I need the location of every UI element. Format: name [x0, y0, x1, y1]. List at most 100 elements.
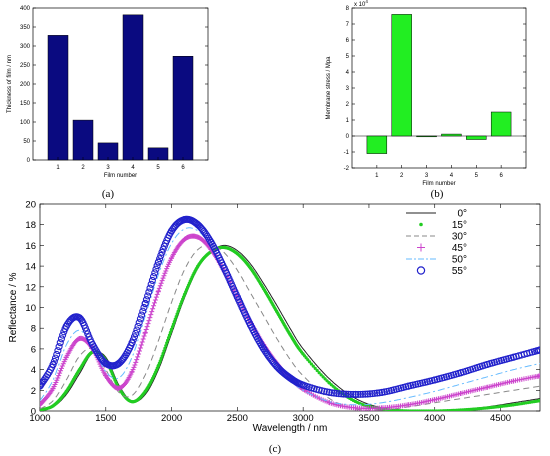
- point: [538, 399, 540, 403]
- y-tick-label: 0: [27, 158, 31, 164]
- point: [56, 339, 64, 347]
- point: [130, 333, 139, 341]
- x-axis-label: Film number: [422, 181, 455, 187]
- point: [135, 354, 141, 360]
- point: [328, 389, 336, 397]
- point: [136, 315, 144, 323]
- legend-label: 45°: [452, 243, 467, 254]
- y-tick-label: 4: [31, 365, 36, 376]
- bar: [122, 14, 144, 161]
- legend-label: 30°: [452, 232, 467, 243]
- point: [166, 336, 171, 340]
- point: [145, 288, 153, 296]
- point: [161, 273, 167, 279]
- point: [51, 354, 60, 362]
- y-tick-label: 10: [25, 303, 36, 314]
- y-axis-label: Membrane stress / Mpa: [326, 56, 332, 120]
- point: [138, 342, 144, 348]
- point: [133, 326, 141, 334]
- point: [134, 322, 142, 330]
- point: [131, 364, 137, 370]
- x-tick-label: 4000: [424, 413, 445, 424]
- point: [162, 349, 166, 353]
- point: [58, 365, 64, 371]
- point: [361, 390, 369, 398]
- legend: 0°15°30°45°50°55°: [406, 209, 467, 277]
- y-tick-label: 400: [20, 6, 31, 12]
- point: [347, 390, 355, 398]
- bar-chart-a: 0 50 100 150 200 250 300 350 400 1 2 3 4 5 6 Film numbe…: [7, 6, 209, 200]
- point: [260, 345, 268, 353]
- point: [158, 248, 166, 256]
- point: [203, 232, 211, 240]
- legend-item: 0°: [406, 209, 467, 220]
- y-tick-label: 300: [20, 44, 31, 50]
- point: [50, 357, 58, 366]
- point: [202, 231, 210, 239]
- y-tick-label: -2: [344, 166, 350, 172]
- x-tick-label: 1: [375, 173, 379, 179]
- point: [159, 278, 165, 284]
- legend-label: 0°: [457, 209, 467, 220]
- point: [141, 333, 147, 339]
- point: [139, 307, 147, 315]
- point: [136, 351, 142, 357]
- point: [167, 333, 172, 337]
- y-tick-label: 100: [20, 120, 31, 126]
- point: [149, 309, 155, 315]
- legend-label: 15°: [452, 220, 467, 231]
- point: [321, 375, 325, 379]
- point: [59, 331, 67, 339]
- point: [373, 389, 381, 397]
- point: [151, 300, 157, 306]
- point: [330, 389, 338, 397]
- point: [175, 312, 179, 316]
- point: [145, 321, 151, 327]
- point: [309, 362, 313, 366]
- x-tick-label: 4: [131, 165, 135, 171]
- y-tick-label: 14: [25, 262, 36, 273]
- point: [53, 379, 59, 385]
- x-tick-label: 3000: [293, 413, 314, 424]
- legend-swatch: [416, 266, 426, 275]
- y-tick-label: 18: [25, 220, 36, 231]
- x-tick-label: 2: [400, 173, 404, 179]
- x-tick-label: 3: [106, 165, 110, 171]
- panel-caption: (a): [102, 188, 115, 200]
- x-axis-label: Wavelength / nm: [253, 423, 328, 434]
- point: [148, 276, 156, 284]
- x-tick-label: 5: [475, 173, 479, 179]
- point: [157, 283, 163, 289]
- point: [164, 266, 170, 272]
- x-tick-label: 2500: [227, 413, 248, 424]
- point: [317, 371, 321, 375]
- x-tick-label: 1500: [95, 413, 116, 424]
- point: [375, 389, 384, 397]
- y-tick-label: 350: [20, 25, 31, 31]
- point: [137, 345, 143, 351]
- point: [174, 314, 178, 319]
- legend-swatch: [417, 243, 425, 252]
- legend-swatch: [419, 222, 423, 227]
- y-axis-label: Thickness of film / nm: [7, 55, 13, 113]
- point: [152, 265, 160, 273]
- x-tick-label: 6: [499, 173, 503, 179]
- point: [315, 368, 319, 373]
- y-axis-label: Reflectance / %: [8, 272, 19, 342]
- y-tick-label: 4: [346, 70, 350, 76]
- y-tick-label: 150: [20, 101, 31, 107]
- y-tick-label: 7: [346, 22, 350, 28]
- point: [172, 320, 176, 324]
- point: [178, 304, 182, 309]
- point: [169, 327, 174, 331]
- point: [141, 299, 149, 307]
- series-55°: [40, 215, 540, 398]
- point: [168, 330, 172, 335]
- point: [352, 390, 360, 398]
- y-tick-label: 6: [346, 38, 350, 44]
- point: [151, 269, 159, 277]
- point: [359, 390, 367, 398]
- point: [139, 339, 145, 345]
- y-tick-label: 0: [31, 407, 36, 418]
